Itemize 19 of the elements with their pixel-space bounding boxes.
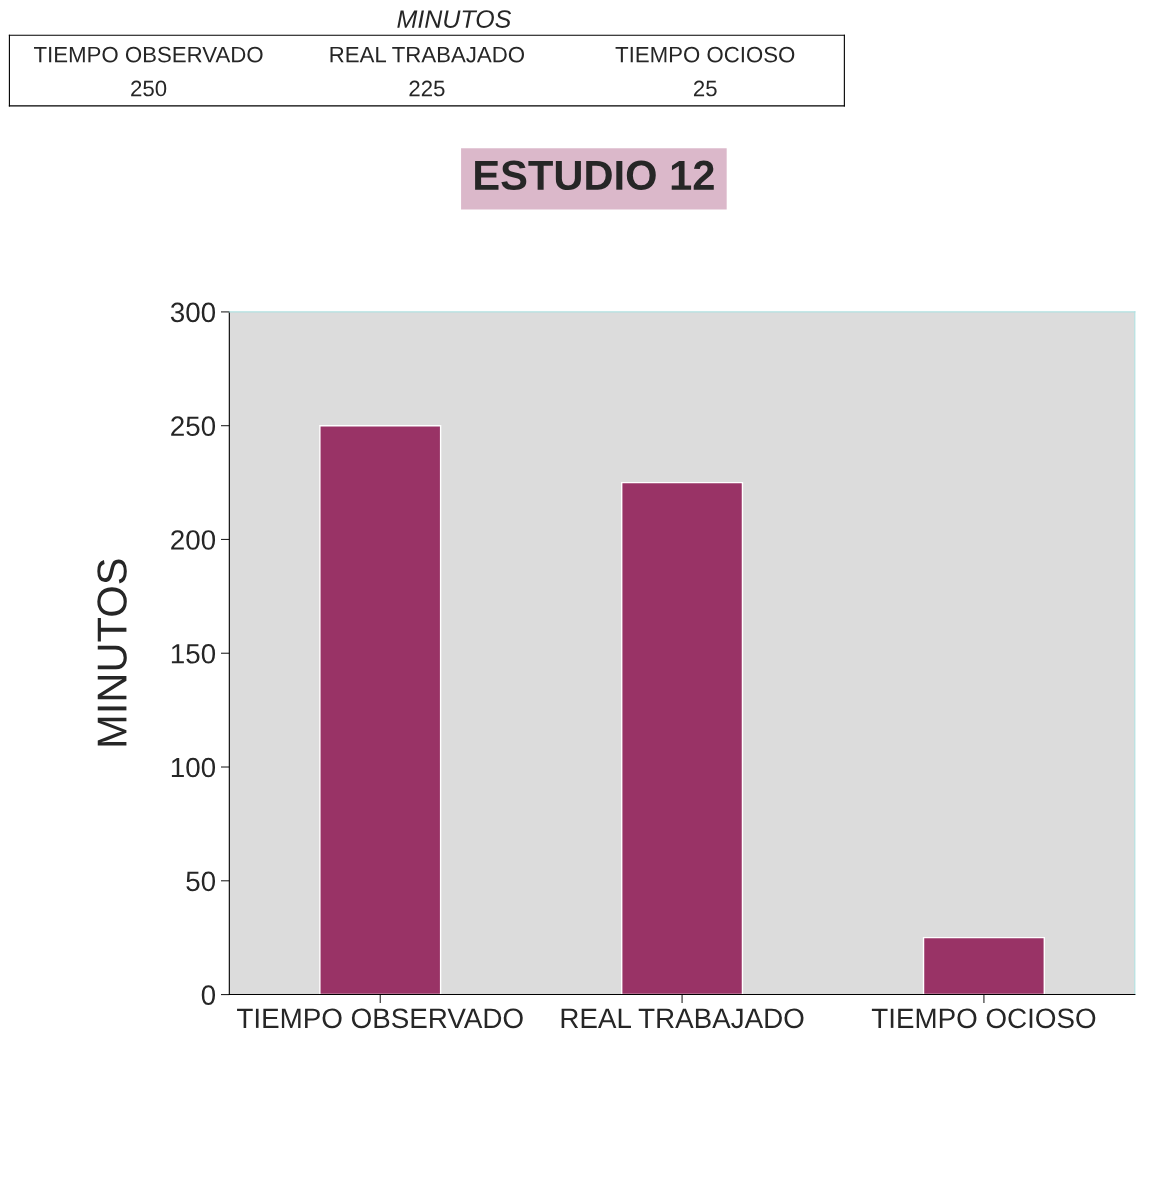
category-label: TIEMPO OCIOSO <box>615 46 795 63</box>
y-tick-label: 100 <box>171 757 216 778</box>
text: 25 <box>693 80 717 97</box>
y-axis-title: MINUTOS <box>97 559 127 746</box>
text: 250 <box>131 80 167 97</box>
y-tick-label: 50 <box>186 871 216 892</box>
text: MINUTOS <box>397 10 512 28</box>
x-tick-label: TIEMPO OCIOSO <box>871 1008 1096 1029</box>
x-tick-label: REAL TRABAJADO <box>561 1008 804 1029</box>
y-tick-label: 150 <box>171 643 216 664</box>
y-tick-label: 200 <box>171 530 216 550</box>
y-tick-label: 250 <box>171 416 216 437</box>
y-tick-label: 300 <box>170 302 216 323</box>
x-tick-label: TIEMPO OBSERVADO <box>237 1008 523 1029</box>
text: 225 <box>409 80 445 97</box>
chart-title: ESTUDIO 12 <box>475 160 714 191</box>
category-label: REAL TRABAJADO <box>330 46 524 63</box>
y-tick-label: 0 <box>201 985 216 1005</box>
category-label: TIEMPO OBSERVADO <box>34 46 263 63</box>
